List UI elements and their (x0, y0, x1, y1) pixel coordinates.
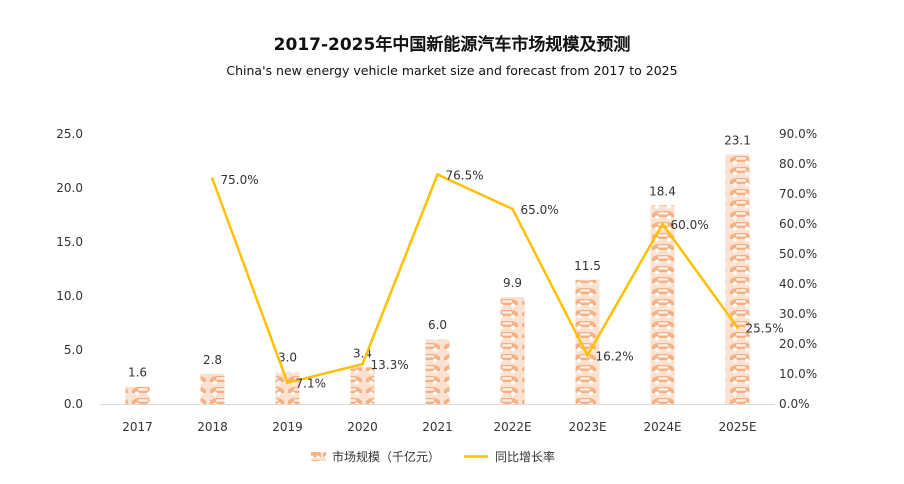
x-tick-2018: 2018 (197, 420, 228, 434)
growth-label-2024E: 60.0% (671, 218, 709, 232)
growth-point-2021 (436, 173, 439, 176)
y-left-tick: 25.0 (56, 127, 83, 141)
x-tick-2019: 2019 (272, 420, 303, 434)
y-right-tick: 40.0% (779, 277, 817, 291)
bar-label-2018: 2.8 (203, 353, 222, 367)
growth-label-2018: 75.0% (221, 173, 259, 187)
bar-2017 (125, 386, 150, 404)
growth-label-2023E: 16.2% (596, 349, 634, 363)
growth-line (211, 173, 739, 384)
y-right-tick: 20.0% (779, 337, 817, 351)
growth-point-2025E (736, 326, 739, 329)
bar-2019 (275, 371, 300, 404)
bar-label-2024E: 18.4 (649, 184, 676, 198)
bar-label-2021: 6.0 (428, 318, 447, 332)
y-right-tick: 10.0% (779, 367, 817, 381)
y-right-tick: 0.0% (779, 397, 810, 411)
bar-2020 (350, 367, 375, 404)
growth-label-2022E: 65.0% (521, 203, 559, 217)
legend: 市场规模（千亿元） 同比增长率 (311, 449, 555, 464)
y-left-tick: 15.0 (56, 235, 83, 249)
y-right-tick: 70.0% (779, 187, 817, 201)
bar-2025E (725, 154, 750, 404)
legend-bar-swatch (311, 452, 326, 461)
growth-point-2022E (511, 207, 514, 211)
x-tick-2024E: 2024E (643, 420, 681, 434)
x-tick-2022E: 2022E (493, 420, 531, 434)
bar-label-2017: 1.6 (128, 366, 147, 380)
bar-2021 (425, 339, 450, 404)
chart-subtitle: China's new energy vehicle market size a… (226, 63, 678, 78)
y-left-tick: 20.0 (56, 181, 83, 195)
legend-line-label: 同比增长率 (495, 449, 555, 464)
x-tick-2023E: 2023E (568, 420, 606, 434)
growth-point-2018 (211, 177, 214, 181)
x-tick-2020: 2020 (347, 420, 378, 434)
x-axis: 2017 2018 2019 2020 2021 2022E 2023E 2024E 2025E (100, 404, 775, 434)
chart-title: 2017-2025年中国新能源汽车市场规模及预测 (273, 35, 631, 55)
y-right-tick: 30.0% (779, 307, 817, 321)
y-left-tick: 0.0 (64, 397, 83, 411)
y-left-tick: 5.0 (64, 343, 83, 357)
y-axis-right: 0.0% 10.0% 20.0% 30.0% 40.0% 50.0% 60.0% 70.0% 8… (779, 127, 817, 411)
legend-bar-label: 市场规模（千亿元） (332, 449, 440, 464)
growth-point-2024E (661, 222, 664, 226)
bar-label-2019: 3.0 (278, 351, 297, 365)
x-tick-2021: 2021 (422, 420, 453, 434)
y-right-tick: 60.0% (779, 217, 817, 231)
bar-label-2023E: 11.5 (574, 259, 601, 273)
bar-label-2022E: 9.9 (503, 276, 522, 290)
growth-label-2021: 76.5% (446, 169, 484, 183)
growth-label-2019: 7.1% (296, 377, 327, 391)
x-tick-2017: 2017 (122, 420, 153, 434)
growth-point-2020 (361, 362, 364, 366)
bar-label-2025E: 23.1 (724, 134, 751, 148)
line-series: 75.0% 7.1% 13.3% 76.5% 65.0% 16.2% 60.0% 25.5% (211, 169, 784, 391)
y-right-tick: 50.0% (779, 247, 817, 261)
bar-2018 (200, 373, 225, 404)
x-tick-2025E: 2025E (718, 420, 756, 434)
y-axis-left: 0.0 5.0 10.0 15.0 20.0 25.0 (56, 127, 83, 411)
bar-2022E (500, 297, 525, 404)
y-right-tick: 90.0% (779, 127, 817, 141)
y-right-tick: 80.0% (779, 157, 817, 171)
growth-label-2020: 13.3% (371, 358, 409, 372)
y-left-tick: 10.0 (56, 289, 83, 303)
growth-point-2019 (286, 381, 289, 385)
growth-label-2025E: 25.5% (746, 322, 784, 336)
growth-point-2023E (586, 353, 589, 357)
